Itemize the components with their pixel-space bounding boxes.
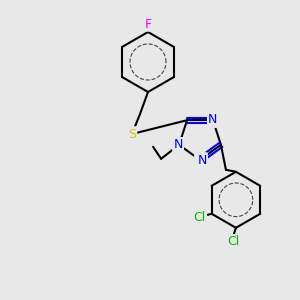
Text: Cl: Cl <box>194 211 206 224</box>
Text: F: F <box>144 17 152 31</box>
Text: N: N <box>195 154 205 166</box>
Text: N: N <box>197 154 207 166</box>
Text: Cl: Cl <box>227 235 239 248</box>
Text: N: N <box>208 113 218 126</box>
Text: N: N <box>208 114 218 127</box>
Text: N: N <box>173 138 183 151</box>
Text: S: S <box>128 128 136 140</box>
